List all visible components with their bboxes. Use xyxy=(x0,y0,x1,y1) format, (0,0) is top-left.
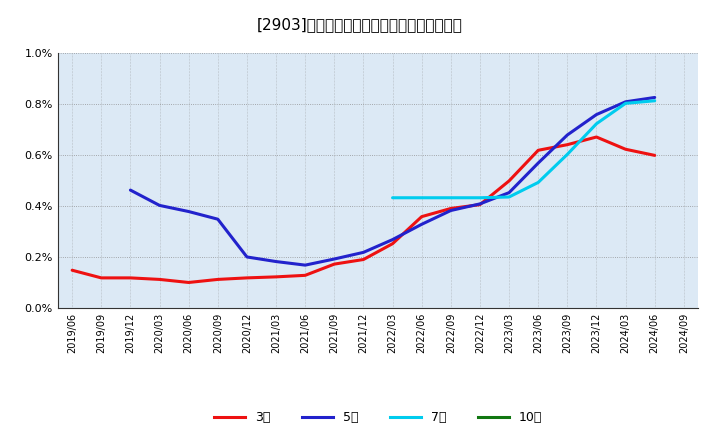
Text: [2903]　経常利益マージンの標準偏差の推移: [2903] 経常利益マージンの標準偏差の推移 xyxy=(257,18,463,33)
Legend: 3年, 5年, 7年, 10年: 3年, 5年, 7年, 10年 xyxy=(209,407,547,429)
